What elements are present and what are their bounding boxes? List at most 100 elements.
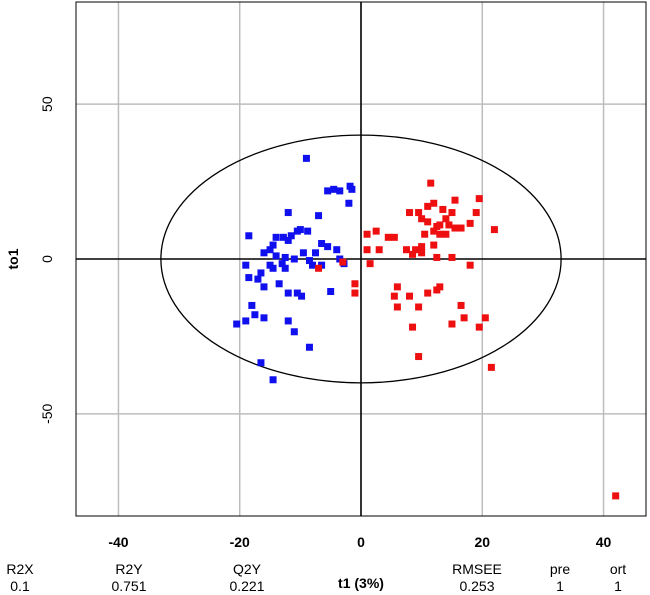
data-point <box>363 246 371 254</box>
data-point <box>318 240 326 248</box>
score-points <box>233 154 620 500</box>
data-point <box>345 199 353 207</box>
data-point <box>284 289 292 297</box>
data-point <box>308 261 316 269</box>
data-point <box>445 221 453 229</box>
data-point <box>266 261 274 269</box>
data-point <box>315 264 323 272</box>
data-point <box>305 257 313 265</box>
data-point <box>299 249 307 257</box>
data-point <box>457 301 465 309</box>
data-point <box>372 227 380 235</box>
data-point <box>336 187 344 195</box>
data-point <box>287 232 295 240</box>
data-point <box>442 215 450 223</box>
data-point <box>424 218 432 226</box>
data-point <box>421 230 429 238</box>
data-point <box>281 253 289 261</box>
data-point <box>448 209 456 217</box>
data-point <box>257 359 265 367</box>
data-point <box>415 353 423 361</box>
y-tick-label: 50 <box>39 96 55 112</box>
data-point <box>375 246 383 254</box>
data-point <box>260 249 268 257</box>
stat-pre: pre 1 <box>520 561 600 595</box>
data-point <box>245 274 253 282</box>
data-point <box>390 233 398 241</box>
data-point <box>284 209 292 217</box>
y-tick-labels: -50 0 50 <box>39 96 55 424</box>
x-tick-label: -20 <box>230 534 250 550</box>
data-point <box>424 289 432 297</box>
y-tick-label: 0 <box>39 255 55 263</box>
data-point <box>384 233 392 241</box>
data-point <box>272 252 280 260</box>
stat-q2y-value: 0.221 <box>229 578 265 594</box>
data-point <box>436 230 444 238</box>
data-point <box>448 320 456 328</box>
data-point <box>254 275 262 283</box>
data-point <box>475 323 483 331</box>
data-point <box>409 323 417 331</box>
x-tick-label: 20 <box>474 534 490 550</box>
y-axis-label: to1 <box>5 248 21 269</box>
data-point <box>248 301 256 309</box>
data-point <box>327 288 335 296</box>
data-point <box>460 314 468 322</box>
x-tick-labels: -40 -20 0 20 40 <box>108 534 611 550</box>
stat-rmsee-label: RMSEE <box>452 561 502 577</box>
data-point <box>242 261 250 269</box>
stat-r2y: R2Y 0.751 <box>89 561 169 595</box>
data-point <box>330 185 338 193</box>
data-point <box>418 243 426 251</box>
data-point <box>302 154 310 162</box>
zero-axes <box>76 2 646 516</box>
data-point <box>451 224 459 232</box>
data-point <box>418 215 426 223</box>
x-tick-label: -40 <box>108 534 128 550</box>
data-point <box>260 314 268 322</box>
data-point <box>442 230 450 238</box>
data-point <box>257 269 265 277</box>
data-point <box>290 328 298 336</box>
x-tick-label: 0 <box>357 534 365 550</box>
data-point <box>266 246 274 254</box>
stat-ort-value: 1 <box>614 578 622 594</box>
stat-pre-label: pre <box>549 561 571 577</box>
data-point <box>284 236 292 244</box>
stat-q2y-label: Q2Y <box>232 561 261 577</box>
data-point <box>402 246 410 254</box>
stat-pre-value: 1 <box>556 578 564 594</box>
data-point <box>430 241 438 249</box>
data-point <box>466 219 474 227</box>
data-point <box>251 311 259 319</box>
data-point <box>433 222 441 230</box>
data-point <box>406 292 414 300</box>
stat-ort-label: ort <box>609 561 627 577</box>
stat-r2y-value: 0.751 <box>111 578 147 594</box>
data-point <box>351 280 359 288</box>
data-point <box>418 249 426 257</box>
stat-r2x-value: 0.1 <box>10 578 30 594</box>
stat-rmsee: RMSEE 0.253 <box>437 561 517 595</box>
data-point <box>481 314 489 322</box>
data-point <box>269 376 277 384</box>
data-point <box>293 227 301 235</box>
stat-r2x-label: R2X <box>6 561 34 577</box>
data-point <box>351 289 359 297</box>
data-point <box>415 209 423 217</box>
data-point <box>298 292 306 300</box>
data-point <box>279 233 287 241</box>
data-point <box>457 224 465 232</box>
stat-ort: ort 1 <box>578 561 650 595</box>
data-point <box>487 363 495 371</box>
data-point <box>348 185 356 193</box>
data-point <box>430 227 438 235</box>
x-tick-label: 40 <box>596 534 612 550</box>
data-point <box>284 317 292 325</box>
data-point <box>278 260 286 268</box>
data-point <box>324 187 332 195</box>
data-point <box>451 196 459 204</box>
confidence-ellipse <box>160 134 562 384</box>
